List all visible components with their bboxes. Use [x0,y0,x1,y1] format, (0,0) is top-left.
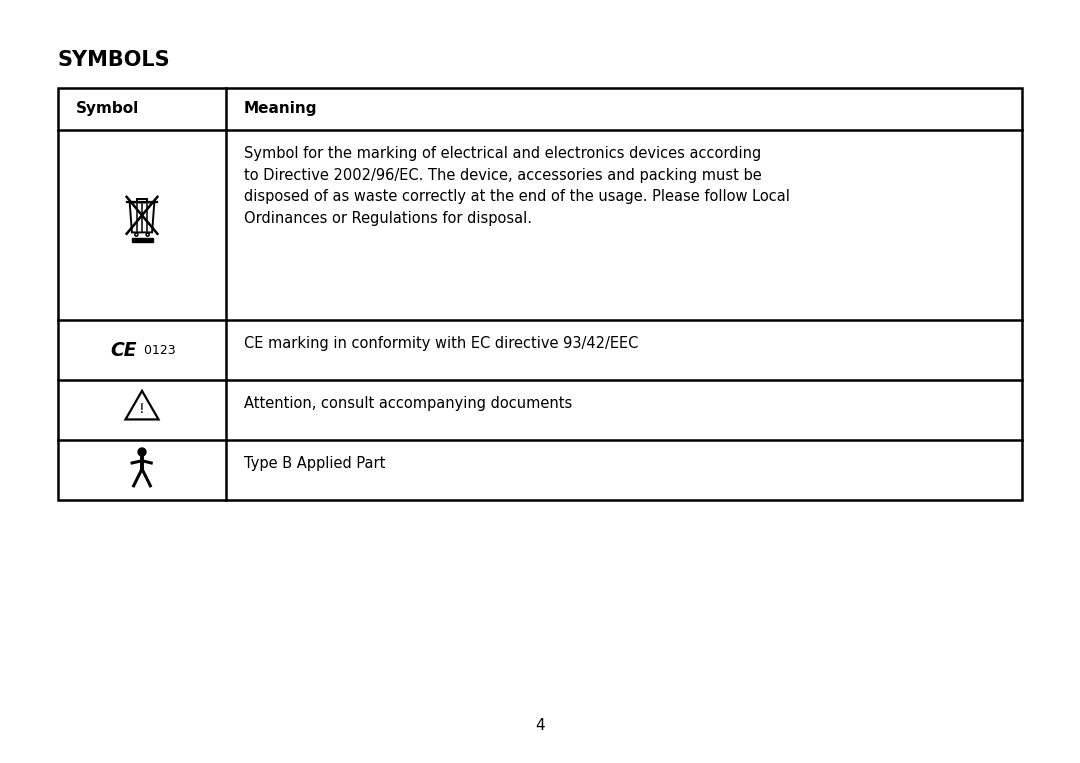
Text: 4: 4 [536,717,544,732]
Text: SYMBOLS: SYMBOLS [58,50,171,70]
Text: Symbol: Symbol [76,101,139,117]
Bar [137,199,147,202]
Bar [58,88,1022,500]
Text: !: ! [139,401,145,416]
Text: Meaning: Meaning [244,101,318,117]
Text: CE: CE [110,340,137,359]
Text: Type B Applied Part: Type B Applied Part [244,456,386,471]
Text: CE marking in conformity with EC directive 93/42/EEC: CE marking in conformity with EC directi… [244,336,638,351]
Text: 0123: 0123 [140,343,176,356]
Text: Attention, consult accompanying documents: Attention, consult accompanying document… [244,396,572,411]
Bar [132,238,152,242]
Circle shape [138,448,146,456]
Text: Symbol for the marking of electrical and electronics devices according
to Direct: Symbol for the marking of electrical and… [244,146,789,226]
